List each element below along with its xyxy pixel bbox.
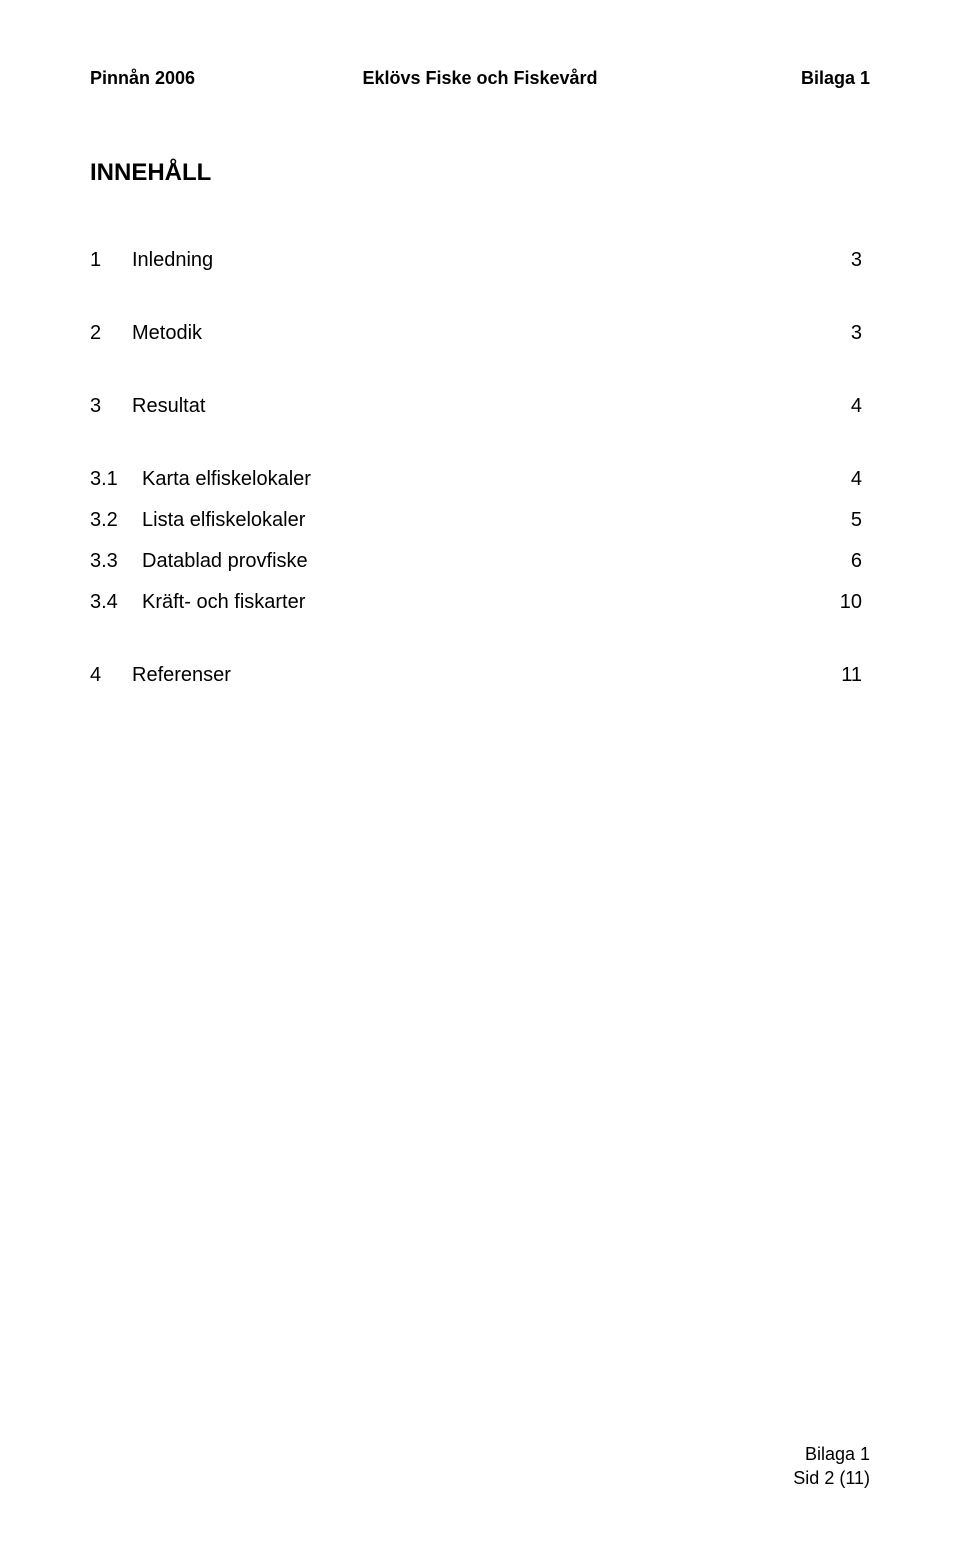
toc-number: 4 [90, 662, 132, 689]
toc-number: 3.1 [90, 466, 142, 493]
toc-label: Resultat [132, 393, 820, 420]
toc-label: Inledning [132, 247, 820, 274]
toc-title: INNEHÅLL [90, 159, 870, 187]
toc-number: 3.3 [90, 548, 142, 575]
page-header: Pinnån 2006 Eklövs Fiske och Fiskevård B… [90, 68, 870, 89]
toc-row: 1 Inledning 3 [90, 247, 870, 274]
page: Pinnån 2006 Eklövs Fiske och Fiskevård B… [0, 0, 960, 1550]
toc-label: Kräft- och fiskarter [142, 589, 820, 616]
toc-row: 3.4 Kräft- och fiskarter 10 [90, 589, 870, 616]
toc-number: 1 [90, 247, 132, 274]
toc-row: 3.3 Datablad provfiske 6 [90, 548, 870, 575]
footer-line-1: Bilaga 1 [793, 1443, 870, 1466]
toc-row: 3.1 Karta elfiskelokaler 4 [90, 466, 870, 493]
toc-row: 4 Referenser 11 [90, 662, 870, 689]
toc-number: 3.2 [90, 507, 142, 534]
toc-page: 11 [820, 662, 870, 689]
table-of-contents: 1 Inledning 3 2 Metodik 3 3 Resultat 4 3… [90, 247, 870, 689]
toc-page: 5 [820, 507, 870, 534]
toc-row: 2 Metodik 3 [90, 320, 870, 347]
toc-label: Metodik [132, 320, 820, 347]
toc-page: 3 [820, 320, 870, 347]
toc-row: 3 Resultat 4 [90, 393, 870, 420]
toc-label: Lista elfiskelokaler [142, 507, 820, 534]
header-right: Bilaga 1 [801, 68, 870, 89]
toc-page: 4 [820, 466, 870, 493]
toc-label: Referenser [132, 662, 820, 689]
toc-number: 3.4 [90, 589, 142, 616]
footer-line-2: Sid 2 (11) [793, 1467, 870, 1490]
toc-row: 3.2 Lista elfiskelokaler 5 [90, 507, 870, 534]
toc-label: Datablad provfiske [142, 548, 820, 575]
toc-number: 2 [90, 320, 132, 347]
toc-label: Karta elfiskelokaler [142, 466, 820, 493]
toc-page: 4 [820, 393, 870, 420]
toc-page: 10 [820, 589, 870, 616]
toc-page: 6 [820, 548, 870, 575]
header-left: Pinnån 2006 [90, 68, 195, 89]
header-center: Eklövs Fiske och Fiskevård [362, 68, 597, 89]
toc-page: 3 [820, 247, 870, 274]
toc-number: 3 [90, 393, 132, 420]
page-footer: Bilaga 1 Sid 2 (11) [793, 1443, 870, 1490]
